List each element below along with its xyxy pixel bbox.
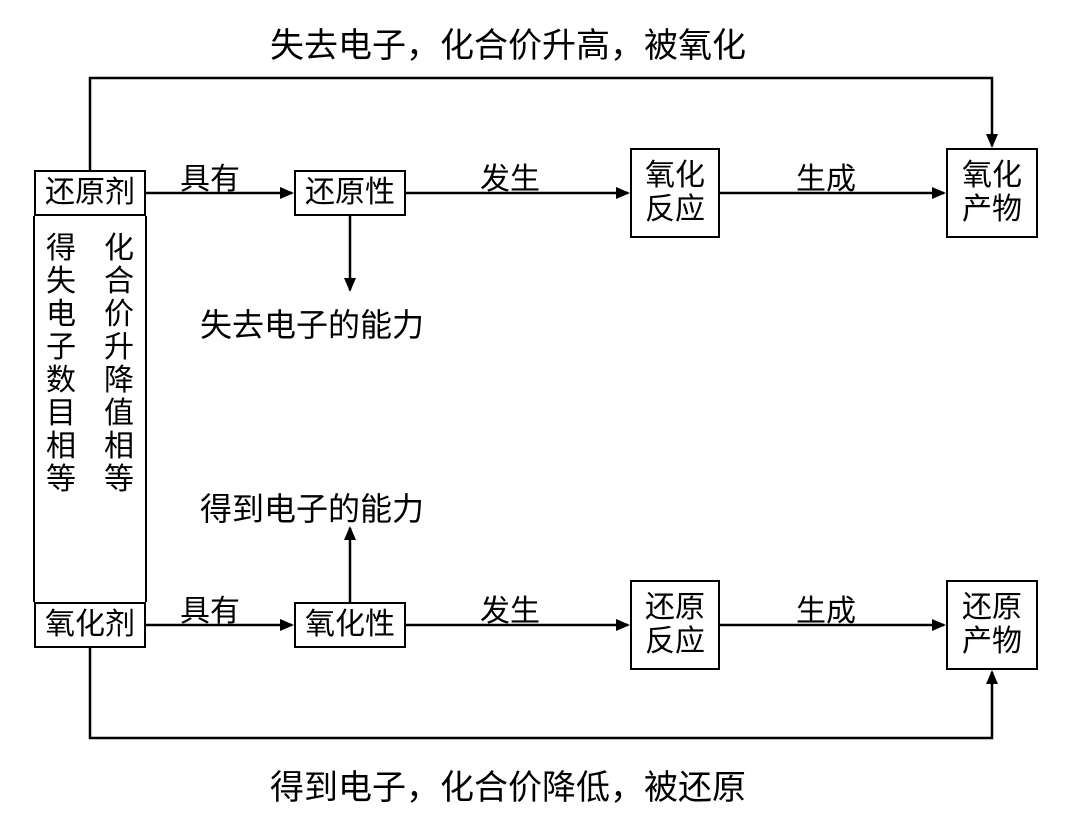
arrow-layer (0, 0, 1080, 813)
node-label: 氧化 反应 (645, 159, 705, 228)
edge-bottom-loop (90, 648, 992, 738)
label-bottom-banner: 得到电子，化合价降低，被还原 (270, 760, 746, 809)
node-label: 氧化性 (305, 608, 395, 643)
label-lose-ability: 失去电子的能力 (200, 300, 424, 346)
node-reducing-prop: 还原性 (294, 170, 406, 216)
vertical-label-left: 得失电子数目相等 (44, 232, 78, 496)
node-reducing-agent: 还原剂 (34, 170, 146, 216)
label-has-top: 具有 (180, 154, 240, 198)
node-reduction-prod: 还原 产物 (946, 580, 1038, 670)
node-label: 还原 产物 (962, 591, 1022, 660)
node-oxidation-prod: 氧化 产物 (946, 148, 1038, 238)
node-oxidizing-prop: 氧化性 (294, 602, 406, 648)
vertical-label-right: 化合价升降值相等 (102, 232, 136, 496)
node-label: 氧化 产物 (962, 159, 1022, 228)
node-reduction-rxn: 还原 反应 (630, 580, 720, 670)
label-produce-bot: 生成 (796, 586, 856, 630)
label-produce-top: 生成 (796, 154, 856, 198)
label-happen-top: 发生 (480, 154, 540, 198)
node-label: 还原 反应 (645, 591, 705, 660)
node-oxidation-rxn: 氧化 反应 (630, 148, 720, 238)
label-gain-ability: 得到电子的能力 (200, 484, 424, 530)
label-has-bot: 具有 (180, 586, 240, 630)
node-label: 氧化剂 (45, 608, 135, 643)
node-label: 还原剂 (45, 176, 135, 211)
node-oxidizing-agent: 氧化剂 (34, 602, 146, 648)
label-happen-bot: 发生 (480, 586, 540, 630)
node-label: 还原性 (305, 176, 395, 211)
label-top-banner: 失去电子，化合价升高，被氧化 (270, 18, 746, 67)
diagram-stage: 还原剂 还原性 氧化 反应 氧化 产物 氧化剂 氧化性 还原 反应 还原 产物 … (0, 0, 1080, 813)
